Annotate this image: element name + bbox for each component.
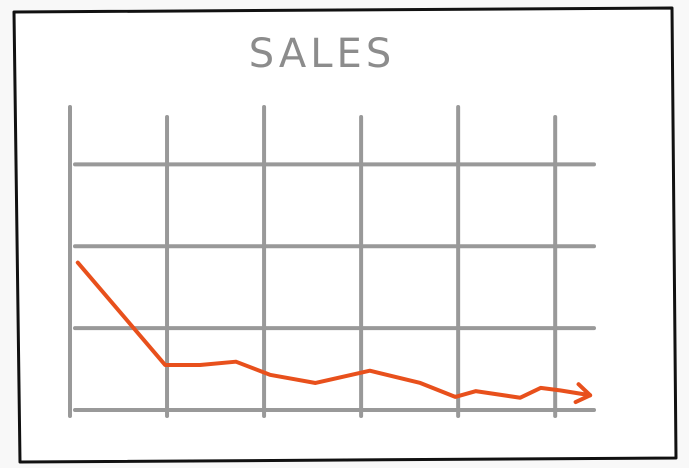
frame bbox=[12, 6, 678, 464]
plot bbox=[75, 260, 593, 405]
data-line bbox=[75, 260, 593, 400]
arrow-head bbox=[573, 382, 593, 405]
chart-title: SALES bbox=[249, 31, 395, 77]
grid bbox=[68, 105, 596, 418]
